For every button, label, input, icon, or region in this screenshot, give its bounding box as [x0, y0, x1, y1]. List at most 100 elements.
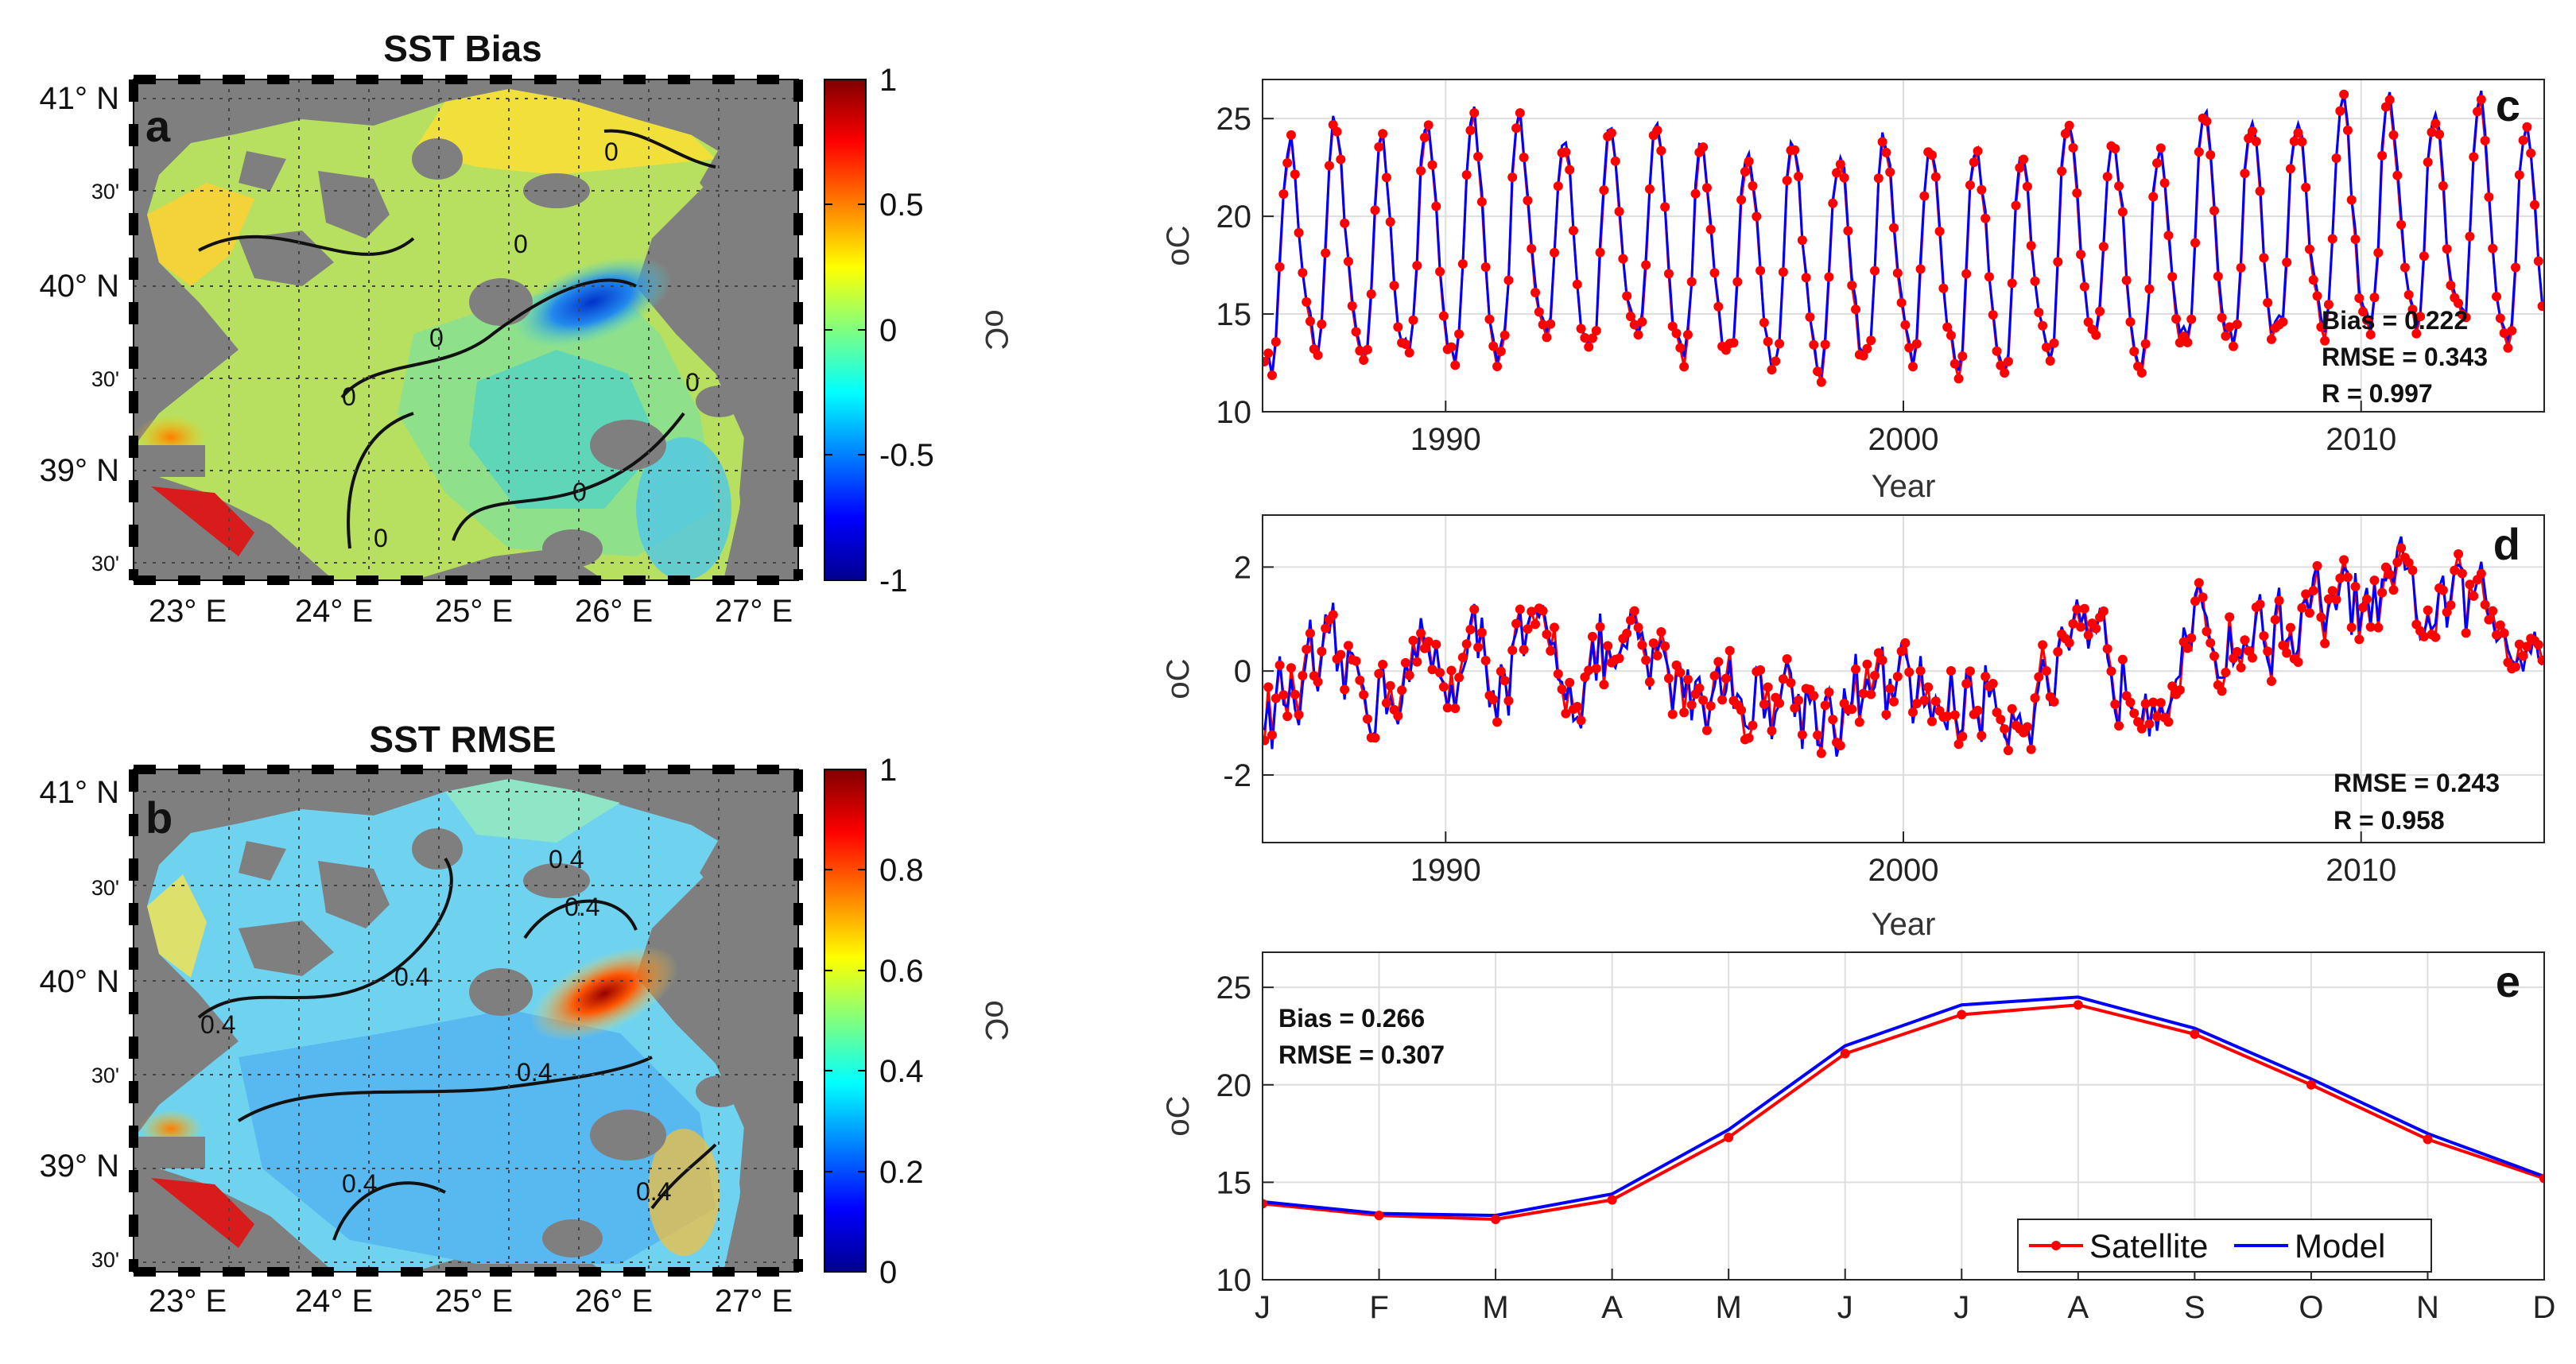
colorbar-tick: 0.4	[879, 1054, 924, 1089]
satellite-point	[2053, 646, 2063, 657]
satellite-point	[1854, 717, 1864, 727]
satellite-point	[2079, 281, 2089, 292]
satellite-point	[1873, 173, 1884, 184]
satellite-point	[1977, 184, 1987, 195]
satellite-point	[1267, 370, 1277, 381]
satellite-point	[2202, 626, 2212, 637]
satellite-point	[2533, 256, 2543, 266]
stat-bias: Bias = 0.222	[2322, 306, 2468, 335]
satellite-point	[2148, 697, 2159, 707]
satellite-point	[1515, 604, 1525, 614]
satellite-point	[2190, 238, 2201, 248]
satellite-point	[2327, 586, 2337, 596]
satellite-point	[1328, 610, 1338, 620]
satellite-point	[2411, 328, 2422, 339]
contour-label: 0.4	[564, 893, 599, 921]
satellite-point	[2125, 316, 2136, 327]
satellite-point	[1595, 622, 1605, 632]
satellite-point	[2114, 181, 2124, 192]
satellite-point	[1641, 655, 1651, 665]
satellite-point	[2476, 568, 2486, 579]
satellite-point	[1450, 703, 1461, 714]
satellite-point	[2263, 297, 2273, 308]
satellite-point	[2388, 585, 2399, 595]
peninsula-3	[239, 920, 334, 976]
satellite-point	[1584, 342, 1594, 352]
satellite-point	[1889, 223, 1899, 233]
satellite-point	[1580, 332, 1590, 343]
satellite-point	[2350, 234, 2361, 245]
satellite-point	[1633, 330, 1643, 340]
satellite-point	[2327, 234, 2337, 244]
contour-label: 0	[514, 230, 528, 258]
satellite-point	[1786, 678, 1796, 688]
satellite-point	[1496, 346, 1506, 356]
satellite-point	[1550, 247, 1560, 258]
satellite-point	[1881, 147, 1891, 157]
y-tick-label: -2	[1223, 758, 1251, 793]
satellite-point	[2537, 301, 2544, 312]
lon-label: 23° E	[149, 1284, 227, 1319]
satellite-point	[1828, 715, 1838, 725]
satellite-point	[1648, 638, 1658, 649]
satellite-point	[2198, 592, 2208, 603]
satellite-point	[1763, 336, 1773, 347]
satellite-point	[2518, 651, 2528, 661]
satellite-point	[1828, 198, 1838, 208]
satellite-point	[1904, 667, 1915, 677]
satellite-point	[2068, 618, 2078, 629]
lon-label: 24° E	[295, 1284, 373, 1319]
satellite-point	[1813, 366, 1823, 377]
satellite-point	[2511, 262, 2521, 273]
satellite-point	[1431, 201, 1441, 211]
map-gridlines	[134, 79, 798, 580]
satellite-point	[1336, 649, 1346, 660]
satellite-point	[1305, 628, 1315, 638]
satellite-point	[1340, 218, 1350, 228]
satellite-point	[2438, 180, 2448, 191]
satellite-point	[2236, 262, 2246, 273]
x-tick-label: 2010	[2326, 853, 2396, 888]
satellite-point	[2304, 608, 2314, 618]
colorbar-tick: 0.8	[879, 853, 924, 888]
satellite-point	[1473, 642, 1484, 653]
panel-label-a: a	[145, 101, 171, 151]
satellite-point	[1606, 128, 1616, 138]
satellite-point	[1412, 657, 1422, 667]
satellite-point	[2072, 604, 2082, 614]
stat-bias: Bias = 0.266	[1278, 1004, 1425, 1033]
lat-label: 39° N	[40, 453, 120, 488]
satellite-point	[1866, 689, 1876, 699]
satellite-point	[1663, 269, 1674, 279]
satellite-point	[1321, 248, 1331, 258]
satellite-point	[2507, 326, 2517, 336]
satellite-point	[1911, 699, 1922, 709]
satellite-point	[2095, 306, 2105, 316]
satellite-point	[1565, 165, 1575, 175]
satellite-point	[1271, 693, 1281, 703]
x-axis-label: Year	[1872, 907, 1936, 942]
satellite-point	[1290, 169, 1300, 180]
colorbar-tick: 1	[879, 63, 897, 98]
satellite-point	[2110, 144, 2120, 154]
satellite-point	[1408, 315, 1418, 325]
satellite-point	[1797, 235, 1807, 246]
satellite-point	[1465, 125, 1476, 135]
satellite-point	[2225, 322, 2235, 332]
cool-core	[469, 350, 660, 509]
satellite-point	[2522, 122, 2532, 132]
satellite-point	[1637, 316, 1647, 327]
peninsula-1	[239, 841, 286, 881]
satellite-point	[1332, 126, 1342, 137]
contour-line	[603, 129, 716, 169]
satellite-point	[2369, 575, 2380, 586]
satellite-point	[2221, 667, 2231, 677]
satellite-point	[2454, 298, 2464, 308]
satellite-point	[1907, 707, 1918, 718]
satellite-point	[1915, 666, 1926, 676]
satellite-point	[1988, 310, 1998, 320]
satellite-point	[2407, 565, 2418, 575]
satellite-point	[1267, 730, 1277, 740]
model-series-line	[1264, 90, 2544, 378]
satellite-point	[2423, 1134, 2433, 1145]
